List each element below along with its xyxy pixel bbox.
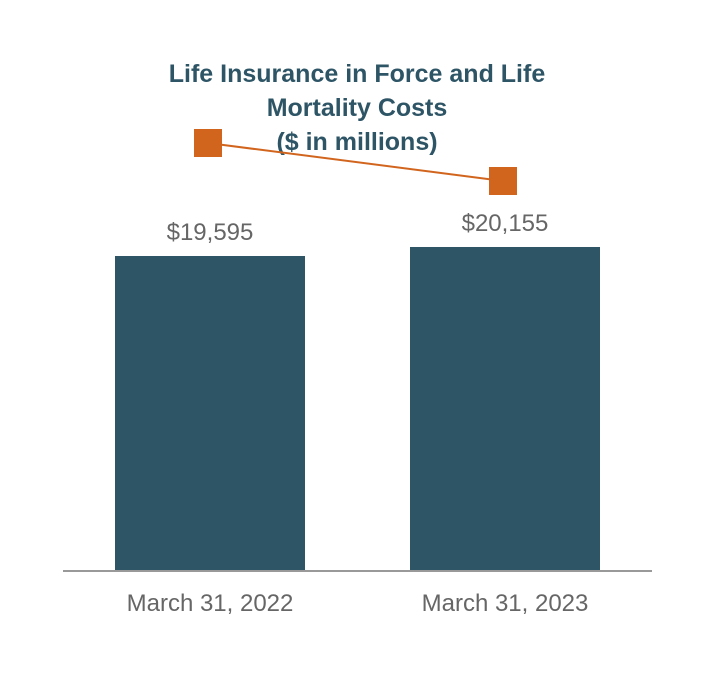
mortality-cost-line [207,142,504,182]
chart-title-line-1: Life Insurance in Force and Life [169,60,546,88]
bar-2 [410,246,600,572]
mortality-cost-label-2: $19.5 [475,132,530,157]
x-tick-label-1: March 31, 2022 [127,590,294,617]
mortality-cost-label-1: $21.4 [180,94,236,119]
mortality-cost-marker-1 [194,129,222,157]
x-tick-label-2: March 31, 2023 [422,590,589,617]
chart-title-line-3: ($ in millions) [276,128,437,156]
mortality-cost-marker-2 [489,167,517,195]
plot-area: $19,595 $20,155 March 31, 2022 March 31, 20… [63,94,652,617]
bar-value-label-1: $19,595 [167,219,254,246]
chart-title-line-2: Mortality Costs [267,94,448,122]
bar-value-label-2: $20,155 [462,210,549,237]
bar-1 [115,256,305,571]
